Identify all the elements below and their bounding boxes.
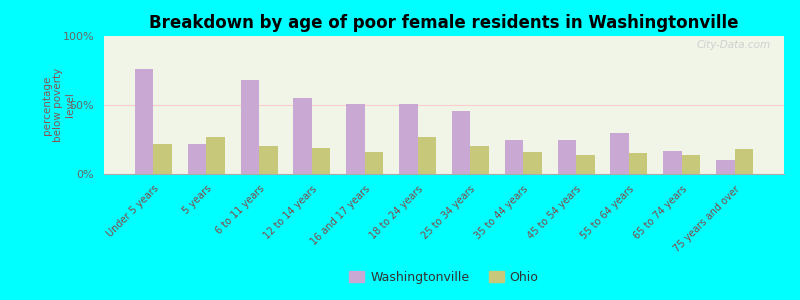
- Bar: [312, 148, 330, 174]
- Bar: [558, 140, 576, 174]
- Bar: [663, 151, 682, 174]
- Bar: [716, 160, 734, 174]
- Bar: [259, 146, 278, 174]
- Bar: [241, 80, 259, 174]
- Bar: [346, 103, 365, 174]
- Bar: [206, 137, 225, 174]
- Bar: [523, 152, 542, 174]
- Y-axis label: percentage
below poverty
level: percentage below poverty level: [42, 68, 75, 142]
- Bar: [418, 137, 436, 174]
- Bar: [610, 133, 629, 174]
- Bar: [734, 149, 753, 174]
- Bar: [365, 152, 383, 174]
- Bar: [135, 69, 154, 174]
- Bar: [629, 153, 647, 174]
- Bar: [576, 155, 594, 174]
- Bar: [294, 98, 312, 174]
- Bar: [505, 140, 523, 174]
- Bar: [188, 144, 206, 174]
- Bar: [399, 103, 418, 174]
- Bar: [154, 144, 172, 174]
- Legend: Washingtonville, Ohio: Washingtonville, Ohio: [344, 266, 544, 289]
- Bar: [470, 146, 489, 174]
- Bar: [682, 155, 700, 174]
- Bar: [452, 110, 470, 174]
- Title: Breakdown by age of poor female residents in Washingtonville: Breakdown by age of poor female resident…: [150, 14, 738, 32]
- Text: City-Data.com: City-Data.com: [696, 40, 770, 50]
